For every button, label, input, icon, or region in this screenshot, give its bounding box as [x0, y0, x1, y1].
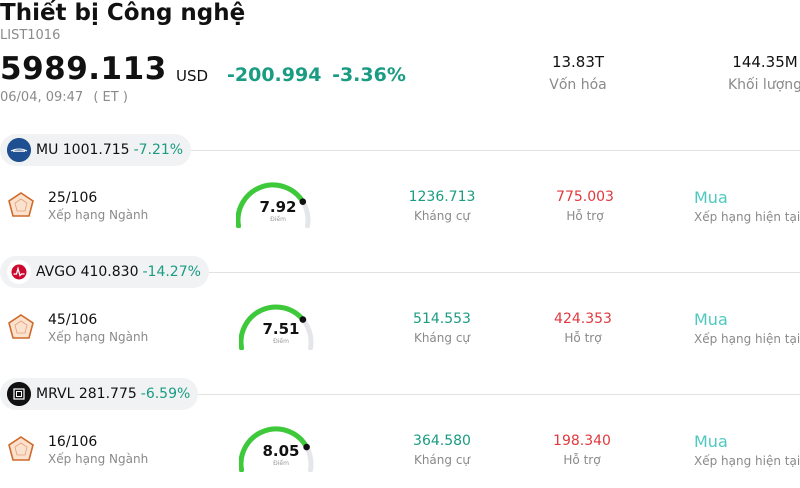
industry-rank: 45/106 Xếp hạng Ngành [48, 312, 148, 344]
section-divider [180, 150, 800, 151]
market-cap-stat: 13.83T Vốn hóa [538, 53, 618, 93]
score-value: 7.51 [262, 320, 300, 338]
score-label: Điểm [273, 338, 289, 345]
resistance-level: 1236.713 Kháng cự [400, 189, 484, 223]
score-value: 8.05 [262, 442, 300, 460]
resistance-level: 364.580 Kháng cự [400, 433, 484, 467]
support-value: 775.003 [556, 189, 614, 205]
resistance-value: 364.580 [413, 433, 471, 449]
resistance-value: 514.553 [413, 311, 471, 327]
current-rating: Mua Xếp hạng hiện tại [694, 432, 800, 468]
rating-label: Xếp hạng hiện tại [694, 210, 800, 224]
resistance-value: 1236.713 [408, 189, 476, 205]
gauge-marker [299, 316, 307, 323]
change-value: -200.994 [227, 64, 322, 86]
industry-rank-icon [6, 312, 36, 342]
stock-chip-avgo[interactable]: AVGO 410.830 -14.27% [0, 256, 209, 288]
stock-change-percent: -7.21% [133, 142, 184, 158]
gauge-fill [238, 304, 306, 351]
score-gauge-arc [238, 426, 314, 473]
score-gauge: 8.05 Điểm [238, 424, 329, 473]
stock-ticker-price: AVGO 410.830 [36, 264, 139, 280]
rating-value: Mua [694, 432, 728, 451]
change-percent: -3.36% [332, 64, 406, 86]
current-rating: Mua Xếp hạng hiện tại [694, 310, 800, 346]
resistance-label: Kháng cự [413, 453, 471, 467]
support-value: 198.340 [553, 433, 611, 449]
rating-label: Xếp hạng hiện tại [694, 332, 800, 346]
gauge-fill [235, 182, 306, 229]
volume-label: Khối lượng [727, 77, 800, 93]
industry-rank-icon [6, 434, 36, 464]
stock-section-avgo: AVGO 410.830 -14.27% 45/106 Xếp hạng Ngà… [0, 256, 800, 378]
support-label: Hỗ trợ [566, 209, 604, 223]
stock-ticker-price: MRVL 281.775 [36, 386, 137, 402]
timezone-label: ( ET ) [93, 90, 128, 105]
gauge-marker [299, 198, 307, 205]
score-gauge-arc [235, 182, 311, 229]
section-divider [180, 272, 800, 273]
volume-stat: 144.35M Khối lượng [720, 53, 800, 93]
broadcom-logo-icon [7, 260, 31, 284]
micron-logo-icon [7, 138, 31, 162]
gauge-fill [238, 426, 310, 473]
stock-change-percent: -14.27% [142, 264, 201, 280]
resistance-label: Kháng cự [413, 209, 471, 223]
support-level: 198.340 Hỗ trợ [542, 433, 622, 467]
price-change: -200.994 -3.36% [227, 64, 406, 86]
stock-section-mrvl: MRVL 281.775 -6.59% 16/106 Xếp hạng Ngàn… [0, 378, 800, 488]
rank-label: Xếp hạng Ngành [48, 208, 149, 222]
quote-datetime: 06/04, 09:47 ( ET ) [0, 90, 128, 105]
rank-value: 25/106 [48, 190, 98, 206]
resistance-label: Kháng cự [413, 331, 471, 345]
support-level: 775.003 Hỗ trợ [545, 189, 625, 223]
rating-value: Mua [694, 310, 728, 329]
industry-rank: 16/106 Xếp hạng Ngành [48, 434, 148, 466]
stock-section-mu: MU 1001.715 -7.21% 25/106 Xếp hạng Ngành… [0, 134, 800, 256]
support-label: Hỗ trợ [563, 453, 601, 467]
score-gauge-arc [238, 304, 314, 351]
stock-chip-mu[interactable]: MU 1001.715 -7.21% [0, 134, 192, 166]
index-price: 5989.113 [0, 51, 167, 87]
stock-change-percent: -6.59% [140, 386, 191, 402]
rank-value: 45/106 [48, 312, 98, 328]
score-gauge: 7.92 Điểm [235, 180, 326, 229]
rating-label: Xếp hạng hiện tại [694, 454, 800, 468]
section-divider [180, 394, 800, 395]
score-label: Điểm [273, 460, 289, 467]
resistance-level: 514.553 Kháng cự [400, 311, 484, 345]
support-value: 424.353 [554, 311, 612, 327]
currency-label: USD [176, 67, 209, 85]
page-title: Thiết bị Công nghệ [0, 0, 246, 26]
stock-ticker-price: MU 1001.715 [36, 142, 130, 158]
gauge-marker [303, 443, 310, 451]
industry-rank-icon [6, 190, 36, 220]
list-code: LIST1016 [0, 28, 61, 43]
score-gauge: 7.51 Điểm [238, 302, 329, 351]
rank-label: Xếp hạng Ngành [48, 452, 149, 466]
datetime-value: 06/04, 09:47 [0, 90, 84, 105]
rank-label: Xếp hạng Ngành [48, 330, 149, 344]
market-cap-value: 13.83T [551, 53, 605, 71]
market-cap-label: Vốn hóa [549, 77, 607, 93]
marvell-logo-icon [7, 382, 31, 406]
score-label: Điểm [270, 216, 286, 223]
industry-rank: 25/106 Xếp hạng Ngành [48, 190, 148, 222]
score-value: 7.92 [259, 198, 297, 216]
support-label: Hỗ trợ [564, 331, 602, 345]
stock-chip-mrvl[interactable]: MRVL 281.775 -6.59% [0, 378, 199, 410]
current-rating: Mua Xếp hạng hiện tại [694, 188, 800, 224]
volume-value: 144.35M [732, 53, 798, 71]
rank-value: 16/106 [48, 434, 98, 450]
support-level: 424.353 Hỗ trợ [543, 311, 623, 345]
rating-value: Mua [694, 188, 728, 207]
